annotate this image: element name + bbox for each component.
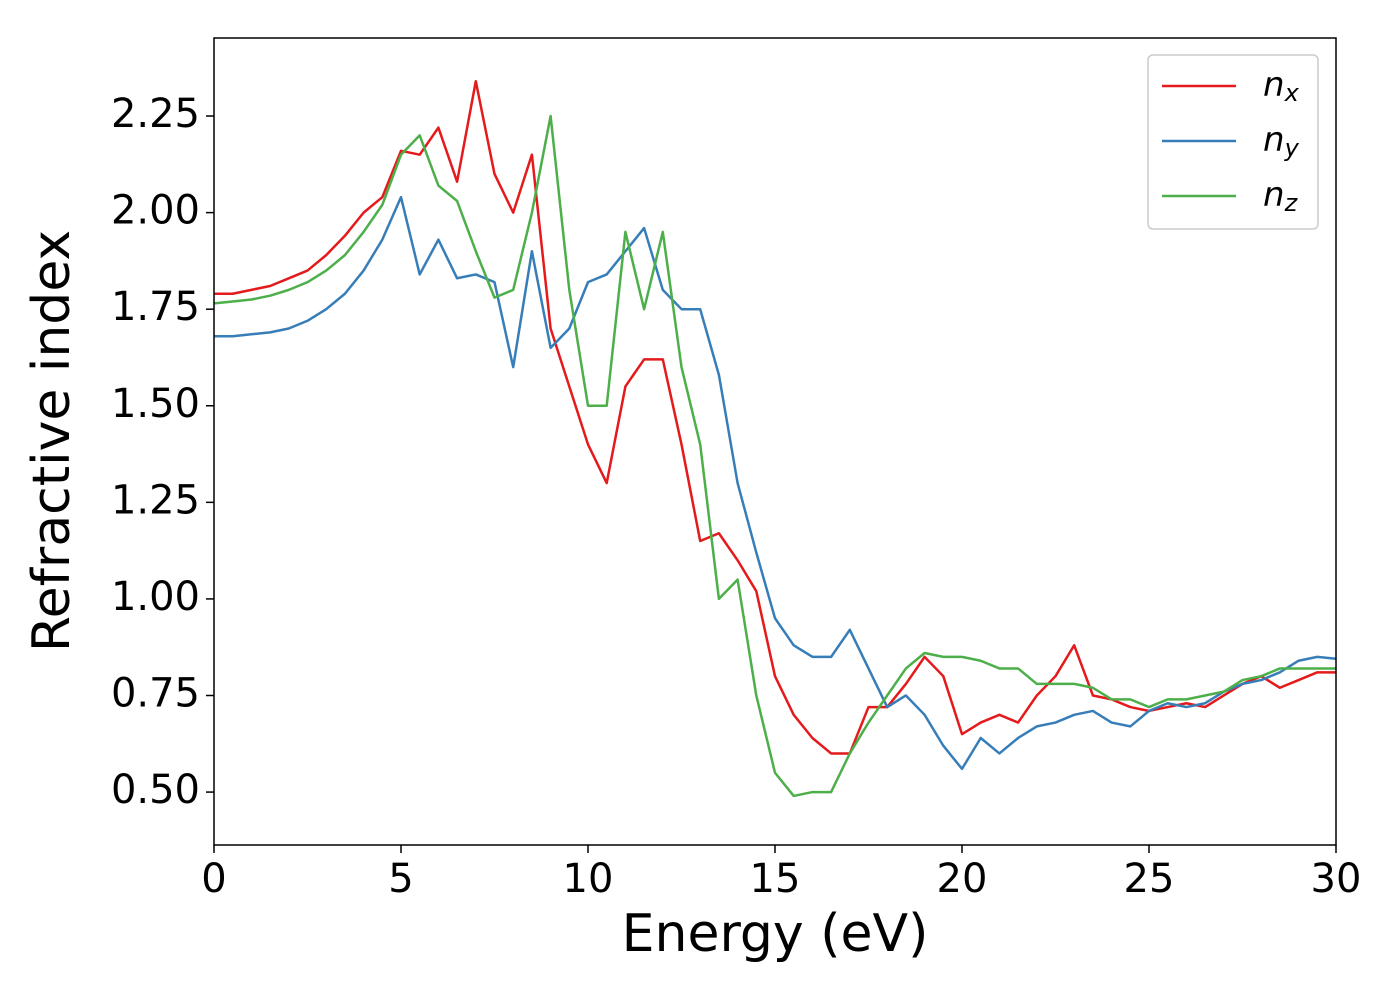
x-tick-label: 15 (750, 856, 801, 902)
y-tick-label: 1.75 (111, 284, 200, 330)
y-tick-label: 0.75 (111, 670, 200, 716)
y-tick-label: 2.25 (111, 91, 200, 137)
plot-frame (213, 37, 1337, 846)
x-tick-label: 10 (563, 856, 614, 902)
y-tick-label: 2.00 (111, 188, 200, 234)
x-tick-label: 20 (937, 856, 988, 902)
x-tick-label: 30 (1311, 856, 1362, 902)
series-line (214, 114, 1336, 798)
legend-label: nz (1263, 175, 1299, 218)
y-tick-label: 1.00 (111, 574, 200, 620)
x-axis-label: Energy (eV) (622, 904, 929, 964)
y-tick-label: 1.25 (111, 477, 200, 523)
x-tick-label: 5 (388, 856, 413, 902)
legend-label: ny (1263, 120, 1300, 163)
y-axis-label: Refractive index (22, 230, 82, 652)
legend-label: nx (1263, 65, 1300, 108)
series-line (214, 195, 1336, 771)
y-tick-label: 0.50 (111, 767, 200, 813)
x-tick-label: 0 (201, 856, 226, 902)
y-tick-label: 1.50 (111, 381, 200, 427)
x-tick-label: 25 (1124, 856, 1175, 902)
